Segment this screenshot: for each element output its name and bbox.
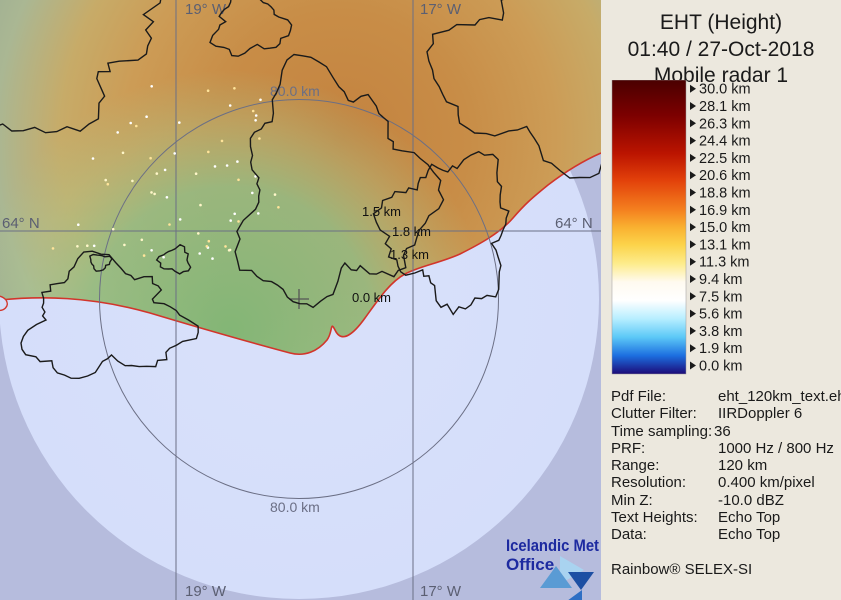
svg-text:64° N: 64° N: [555, 215, 593, 232]
svg-text:24.4 km: 24.4 km: [699, 134, 751, 150]
svg-text:7.5 km: 7.5 km: [699, 289, 743, 305]
svg-text:80.0 km: 80.0 km: [270, 499, 320, 515]
svg-text:18.8 km: 18.8 km: [699, 186, 751, 202]
svg-text:28.1 km: 28.1 km: [699, 99, 751, 115]
svg-text:3.8 km: 3.8 km: [699, 324, 743, 340]
svg-text:11.3 km: 11.3 km: [699, 255, 750, 271]
svg-text:17° W: 17° W: [420, 1, 462, 18]
svg-text:0.0 km: 0.0 km: [699, 359, 743, 375]
svg-text:20.6 km: 20.6 km: [699, 168, 751, 184]
svg-text:1.8 km: 1.8 km: [392, 224, 431, 239]
svg-text:Office: Office: [506, 555, 554, 574]
svg-text:17° W: 17° W: [420, 583, 462, 600]
svg-text:64° N: 64° N: [2, 215, 40, 232]
svg-text:1.9 km: 1.9 km: [699, 341, 743, 357]
svg-text:19° W: 19° W: [185, 583, 227, 600]
svg-text:15.0 km: 15.0 km: [699, 220, 751, 236]
svg-text:Icelandic Met: Icelandic Met: [506, 536, 599, 555]
svg-text:9.4 km: 9.4 km: [699, 272, 743, 288]
svg-text:0.0 km: 0.0 km: [352, 290, 391, 305]
svg-text:13.1 km: 13.1 km: [699, 237, 751, 253]
svg-text:26.3 km: 26.3 km: [699, 116, 751, 132]
svg-text:16.9 km: 16.9 km: [699, 203, 751, 219]
svg-text:30.0 km: 30.0 km: [699, 82, 751, 98]
svg-text:5.6 km: 5.6 km: [699, 307, 743, 323]
svg-text:22.5 km: 22.5 km: [699, 151, 751, 167]
